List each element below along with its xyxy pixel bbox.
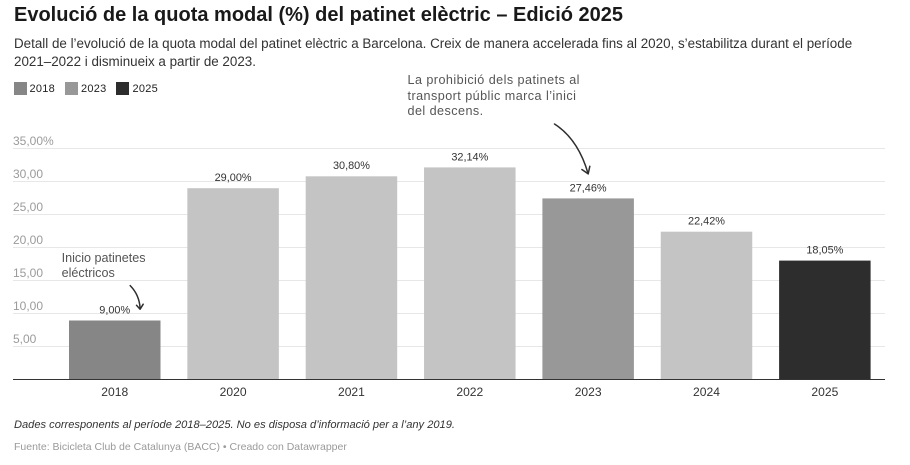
svg-text:2020: 2020 <box>220 385 247 399</box>
svg-text:15,00: 15,00 <box>13 266 43 280</box>
svg-text:20,00: 20,00 <box>13 233 43 247</box>
svg-text:2022: 2022 <box>456 385 483 399</box>
svg-text:27,46%: 27,46% <box>570 182 607 194</box>
svg-text:2025: 2025 <box>811 385 838 399</box>
svg-text:2024: 2024 <box>693 385 720 399</box>
svg-text:2021: 2021 <box>338 385 365 399</box>
svg-text:22,42%: 22,42% <box>688 216 725 228</box>
svg-text:10,00: 10,00 <box>13 299 43 313</box>
svg-text:5,00: 5,00 <box>13 332 37 346</box>
svg-text:2023: 2023 <box>575 385 602 399</box>
svg-text:9,00%: 9,00% <box>99 304 130 316</box>
svg-text:30,00: 30,00 <box>13 167 43 181</box>
svg-text:32,14%: 32,14% <box>451 151 488 163</box>
svg-text:2018: 2018 <box>101 385 128 399</box>
svg-text:25,00: 25,00 <box>13 200 43 214</box>
svg-text:18,05%: 18,05% <box>806 245 843 257</box>
svg-text:35,00%: 35,00% <box>13 134 54 148</box>
svg-text:30,80%: 30,80% <box>333 160 370 172</box>
svg-text:29,00%: 29,00% <box>215 172 252 184</box>
